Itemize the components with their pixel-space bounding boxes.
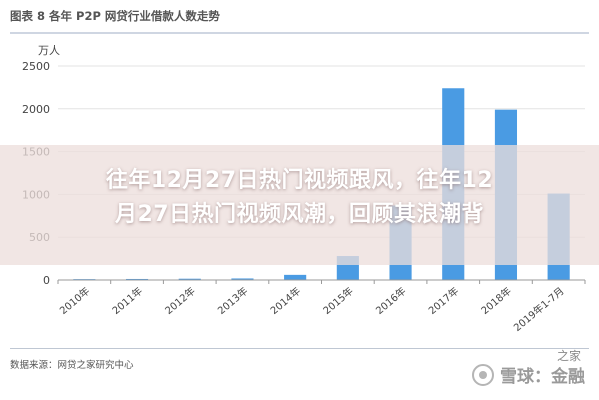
x-tick-label: 2012年: [162, 284, 198, 317]
bar: [125, 278, 149, 280]
x-tick-label: 2010年: [57, 284, 93, 317]
x-tick-label: 2016年: [373, 284, 409, 317]
x-tick-label: 2017年: [426, 284, 462, 317]
bar: [231, 278, 254, 280]
y-axis-unit-label: 万人: [38, 44, 60, 57]
chart-title: 图表 8 各年 P2P 网贷行业借款人数走势: [10, 9, 220, 23]
y-tick-label: 2000: [22, 103, 50, 116]
x-tick-label: 2014年: [268, 284, 304, 317]
headline-line-1: 往年12月27日热门视频跟风，往年12: [105, 168, 494, 193]
y-tick-label: 0: [43, 274, 50, 287]
corner-watermark-text: 之家: [556, 349, 581, 363]
bar: [178, 278, 201, 280]
x-tick-label: 2019年1-7月: [511, 284, 567, 334]
header-divider: [10, 32, 589, 34]
watermark: 雪球：金融: [472, 362, 585, 387]
headline-overlay: [0, 145, 599, 265]
headline-line-2: 月27日热门视频风潮，回顾其浪潮背: [114, 202, 485, 227]
y-tick-label: 2500: [22, 60, 50, 73]
x-tick-label: 2013年: [215, 284, 251, 317]
x-tick-label: 2011年: [109, 284, 145, 317]
watermark-text: 雪球：金融: [500, 367, 585, 387]
data-source: 数据来源：网贷之家研究中心: [10, 360, 134, 371]
footer-divider: [10, 348, 589, 349]
bar: [284, 274, 307, 280]
headline-text: 往年12月27日热门视频跟风，往年12 月27日热门视频风潮，回顾其浪潮背: [0, 164, 599, 232]
x-tick-label: 2018年: [478, 284, 514, 317]
snowball-logo-icon: [472, 363, 494, 386]
x-tick-label: 2015年: [320, 284, 356, 317]
